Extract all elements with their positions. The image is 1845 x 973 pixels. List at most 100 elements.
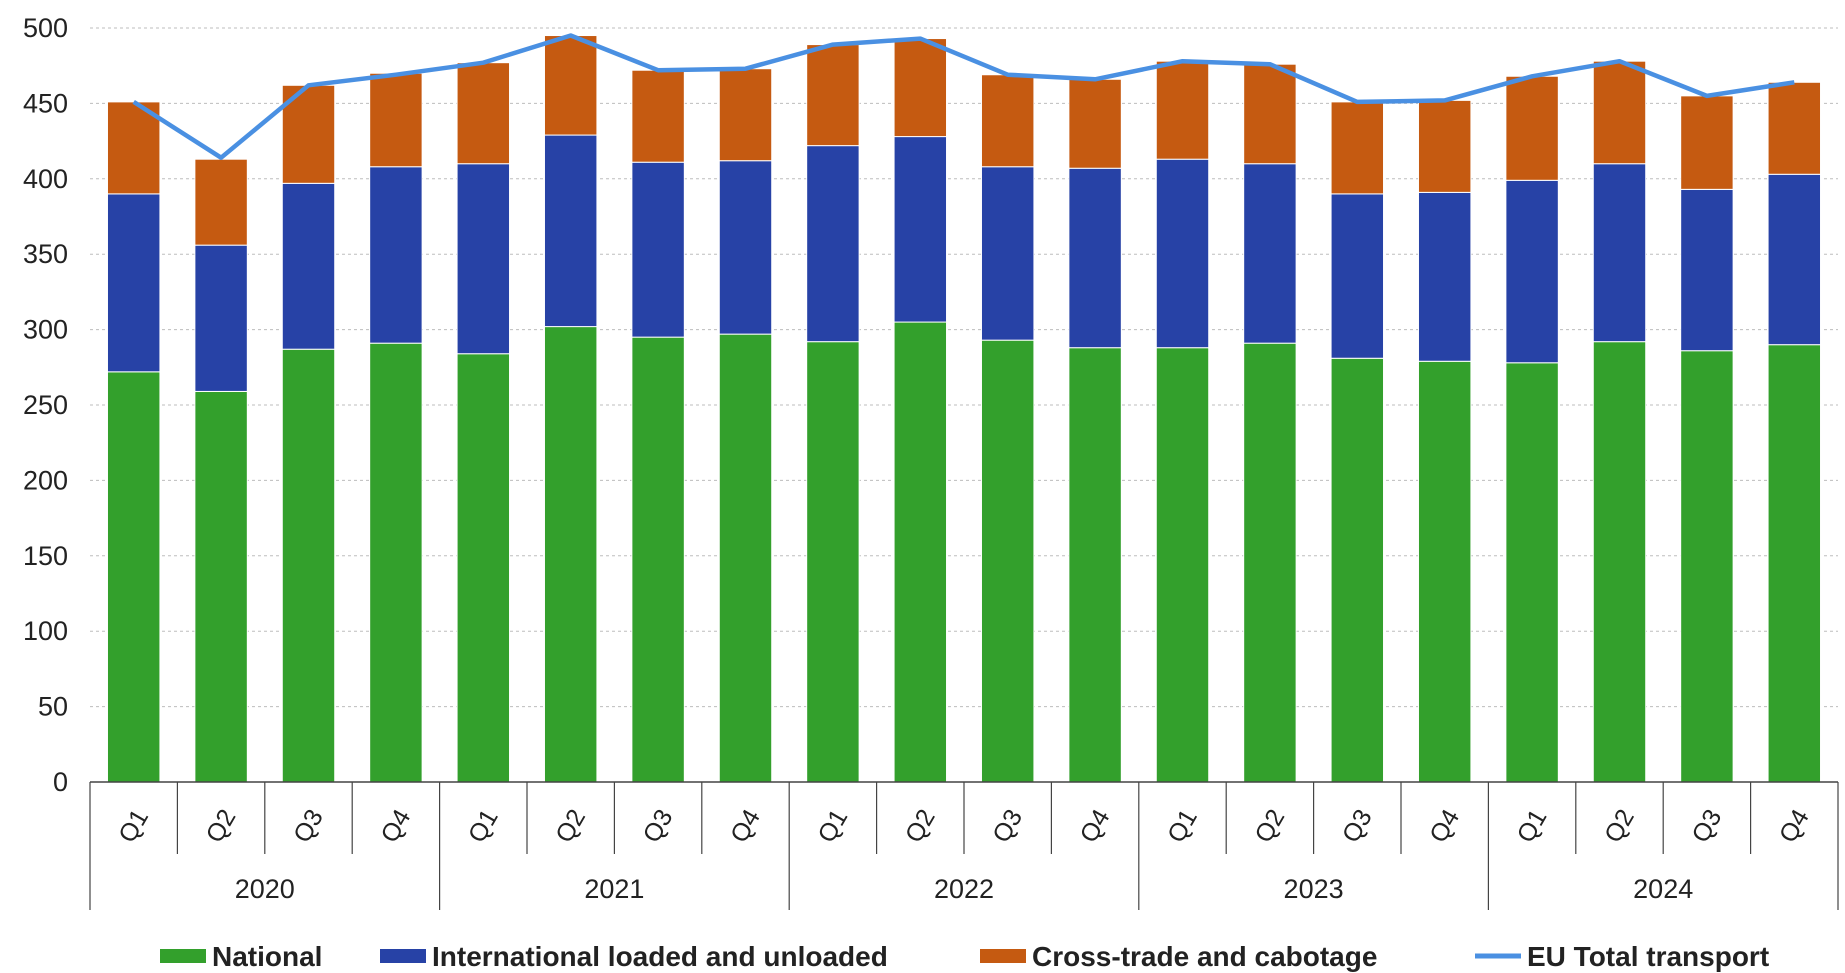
legend-label: EU Total transport [1527,941,1769,972]
bar-segment [1155,60,1210,160]
bar-segment [1330,101,1385,195]
y-tick-label: 300 [23,315,68,345]
x-tick-label: Q3 [638,805,679,848]
bar-segment [1417,191,1472,362]
bar-segment [1243,342,1297,783]
x-tick-label: Q1 [1512,805,1553,848]
x-tick-label: Q4 [1075,804,1116,847]
y-tick-label: 50 [38,692,68,722]
y-tick-label: 450 [23,88,68,118]
bar-segment [806,341,860,783]
legend-swatch [160,949,206,963]
x-tick-label: Q2 [900,805,941,848]
year-label: 2022 [934,874,994,904]
bar-segment [369,342,423,783]
bar-segment [1243,63,1297,165]
legend-swatch [380,949,426,963]
bar-segment [369,166,423,344]
legend: National International loaded and unloade… [160,941,1769,972]
bar-segment [194,390,248,783]
x-tick-label: Q2 [201,805,242,848]
total-transport-line [132,33,1795,160]
x-tick-label: Q1 [113,805,154,848]
bar-segment [980,166,1035,341]
bar-segment [1592,163,1647,343]
bar-segment [1330,357,1385,783]
year-label: 2021 [584,874,644,904]
bar-segment [1417,360,1472,783]
bar-segment [543,134,598,328]
x-tick-label: Q1 [463,805,504,848]
legend-label: National [212,941,322,972]
x-tick-label: Q1 [812,805,853,848]
bar-segment [1680,350,1734,783]
x-tick-label: Q3 [1686,805,1727,848]
y-tick-label: 350 [23,239,68,269]
bar-segment [980,339,1035,783]
x-tick-label: Q1 [1162,805,1203,848]
bar-segment [456,163,511,355]
bar-segment [631,336,685,783]
y-tick-label: 200 [23,465,68,495]
bar-segment [806,44,860,147]
bar-segment [543,35,598,136]
bar-segment [718,333,773,783]
bar-segment [1068,167,1122,349]
bar-segment [980,74,1035,168]
bar-segment [106,193,161,373]
bar-segment [1155,347,1210,783]
year-label: 2020 [235,874,295,904]
bar-segment [543,326,598,783]
x-tick-label: Q2 [550,805,591,848]
bar-segment [806,145,860,343]
bar-segment [631,161,685,338]
x-tick-label: Q2 [1249,805,1290,848]
bar-segment [1767,173,1822,346]
y-tick-label: 0 [53,767,68,797]
legend-label: International loaded and unloaded [432,941,888,972]
bars [106,35,1822,783]
bar-segment [1243,163,1297,344]
bar-segment [718,160,773,335]
bar-segment [631,69,685,163]
bar-segment [106,371,161,783]
y-tick-label: 400 [23,164,68,194]
total-line [132,33,1795,160]
bar-segment [1068,347,1122,783]
y-tick-label: 250 [23,390,68,420]
bar-segment [893,136,948,323]
bar-segment [1505,75,1559,181]
bar-segment [194,158,248,246]
y-tick-label: 100 [23,616,68,646]
x-tick-label: Q3 [288,805,329,848]
x-tick-label: Q3 [987,805,1028,848]
year-label: 2024 [1633,874,1693,904]
gridlines [90,27,1838,708]
bar-segment [1505,179,1559,364]
bar-segment [1155,158,1210,349]
x-tick-label: Q3 [1337,805,1378,848]
bar-segment [1330,193,1385,359]
x-tick-label: Q2 [1599,805,1640,848]
x-tick-label: Q4 [725,804,766,847]
y-tick-label: 500 [23,13,68,43]
bar-segment [281,182,336,350]
bar-segment [1592,341,1647,783]
bar-segment [194,244,248,392]
bar-segment [1680,95,1734,190]
bar-segment [1417,99,1472,193]
bar-segment [893,321,948,783]
bar-segment [1068,78,1122,169]
bar-segment [281,348,336,783]
bar-segment [1767,344,1822,783]
x-tick-label: Q4 [1424,804,1465,847]
bar-segment [1680,188,1734,352]
bar-segment [718,68,773,162]
legend-label: Cross-trade and cabotage [1032,941,1377,972]
bar-segment [1592,60,1647,165]
bar-segment [456,353,511,783]
bar-segment [456,62,511,165]
bar-segment [106,101,161,195]
